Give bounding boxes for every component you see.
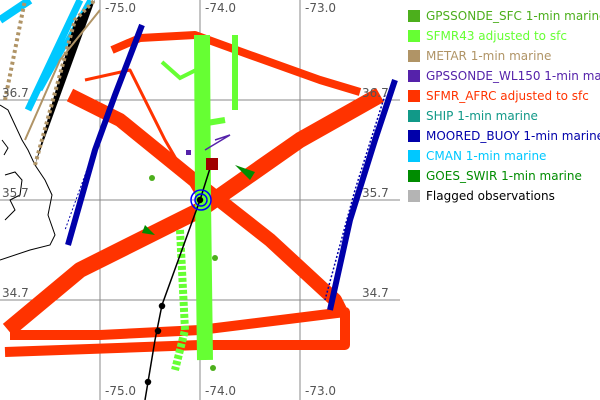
legend-label: Flagged observations (426, 189, 555, 203)
legend-label: MOORED_BUOY 1-min marine (426, 129, 600, 143)
coastline (0, 104, 56, 261)
legend-swatch (408, 70, 420, 82)
legend-swatch (408, 130, 420, 142)
legend-item[interactable]: SHIP 1-min marine (408, 106, 600, 126)
lat-label-right-2: 35.7 (362, 186, 389, 200)
metar-cman-observations (0, 0, 101, 166)
legend-swatch (408, 190, 420, 202)
legend: GPSSONDE_SFC 1-min marine SFMR43 adjusted… (408, 6, 600, 206)
legend-swatch (408, 170, 420, 182)
wind-observation-map[interactable] (0, 0, 400, 400)
legend-item[interactable]: SFMR_AFRC adjusted to sfc (408, 86, 600, 106)
storm-track (144, 161, 213, 400)
center-circle-icon (190, 189, 212, 211)
legend-label: GPSSONDE_SFC 1-min marine (426, 9, 600, 23)
legend-label: CMAN 1-min marine (426, 149, 547, 163)
legend-swatch (408, 50, 420, 62)
lon-label-bottom-1: -75.0 (105, 384, 137, 398)
legend-label: SFMR43 adjusted to sfc (426, 29, 567, 43)
legend-swatch (408, 30, 420, 42)
lat-label-right-1: 36.7 (362, 86, 389, 100)
legend-item[interactable]: SFMR43 adjusted to sfc (408, 26, 600, 46)
legend-item[interactable]: GPSSONDE_WL150 1-min marine (408, 66, 600, 86)
lat-label-left-2: 35.7 (2, 186, 29, 200)
moored-buoy-tracks (64, 23, 398, 311)
lon-label-top-3: -73.0 (305, 1, 337, 15)
legend-item[interactable]: Flagged observations (408, 186, 600, 206)
legend-swatch (408, 150, 420, 162)
legend-item[interactable]: CMAN 1-min marine (408, 146, 600, 166)
legend-label: SHIP 1-min marine (426, 109, 538, 123)
legend-item[interactable]: GPSSONDE_SFC 1-min marine (408, 6, 600, 26)
legend-label: GOES_SWIR 1-min marine (426, 169, 582, 183)
legend-label: SFMR_AFRC adjusted to sfc (426, 89, 589, 103)
lon-label-top-2: -74.0 (205, 1, 237, 15)
legend-item[interactable]: METAR 1-min marine (408, 46, 600, 66)
legend-label: GPSSONDE_WL150 1-min marine (426, 69, 600, 83)
lon-label-top-1: -75.0 (105, 1, 137, 15)
storm-position-marker (206, 158, 218, 170)
lat-label-right-3: 34.7 (362, 286, 389, 300)
legend-item[interactable]: GOES_SWIR 1-min marine (408, 166, 600, 186)
legend-swatch (408, 90, 420, 102)
lon-label-bottom-2: -74.0 (205, 384, 237, 398)
legend-item[interactable]: MOORED_BUOY 1-min marine (408, 126, 600, 146)
lat-label-left-3: 34.7 (2, 286, 29, 300)
lon-label-bottom-3: -73.0 (305, 384, 337, 398)
legend-label: METAR 1-min marine (426, 49, 552, 63)
legend-swatch (408, 110, 420, 122)
legend-swatch (408, 10, 420, 22)
lat-label-left-1: 36.7 (2, 86, 29, 100)
